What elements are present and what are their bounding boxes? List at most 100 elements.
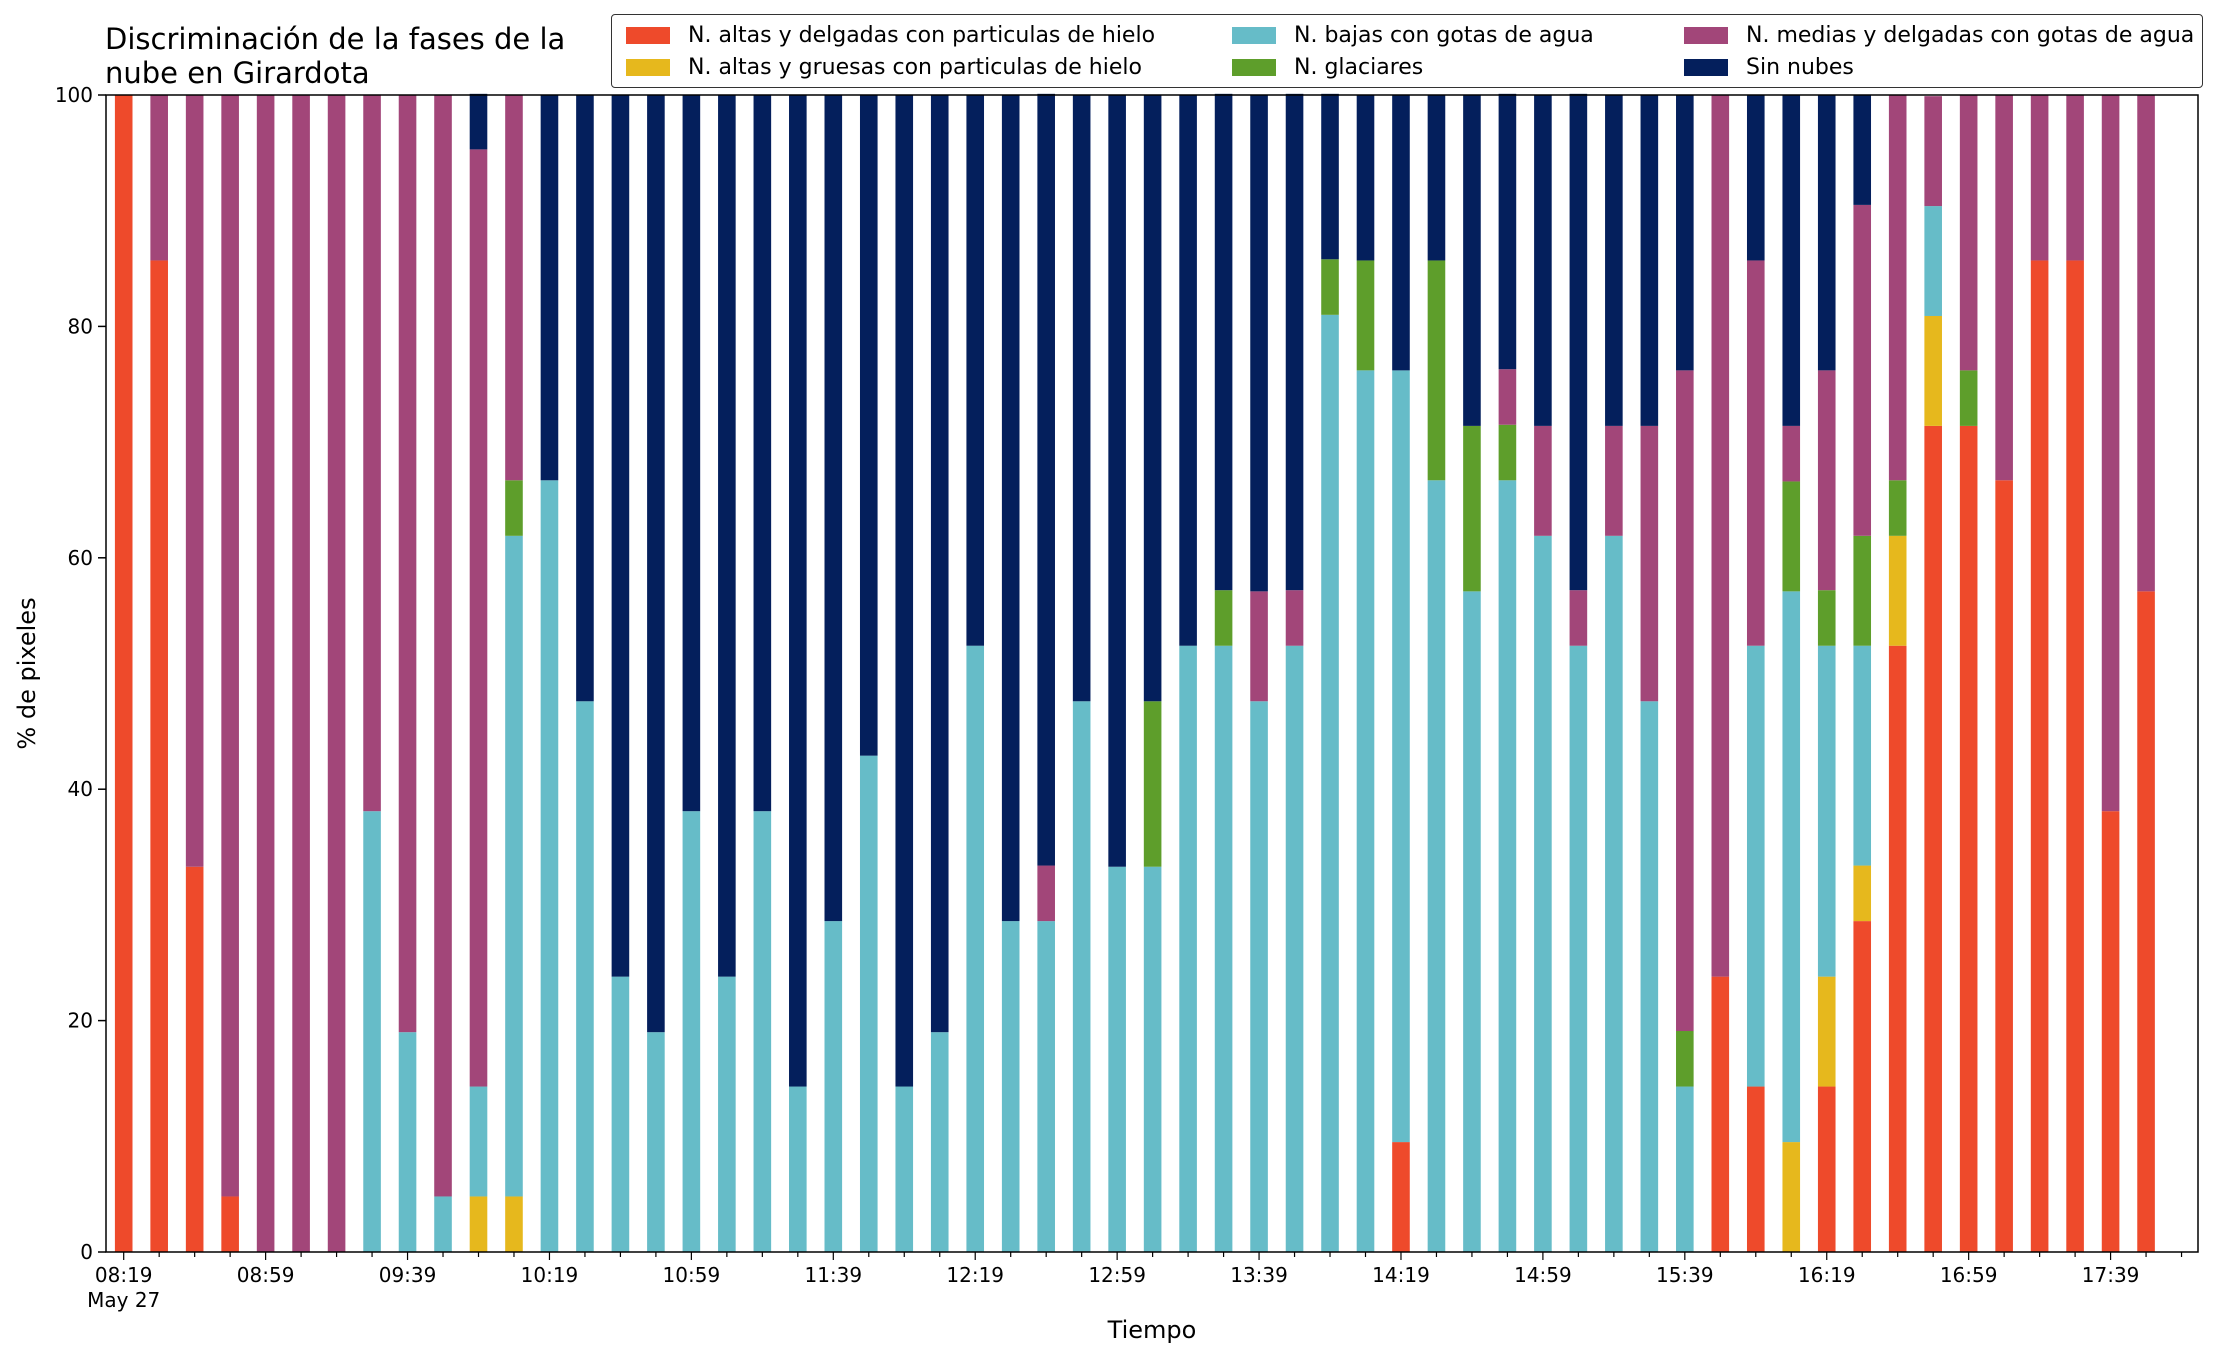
bar-segment — [1427, 480, 1446, 1252]
legend-item-altas-gruesas: N. altas y gruesas con particulas de hie… — [626, 53, 1142, 81]
bar-segment — [1463, 95, 1481, 426]
bar-segment — [1498, 369, 1517, 425]
bar-segment — [1001, 95, 1020, 922]
bar-segment — [1356, 260, 1375, 371]
bar-segment — [1888, 480, 1907, 536]
bar-segment — [611, 976, 630, 1252]
x-tick-label: 14:59 — [1514, 1263, 1572, 1287]
x-tick-sublabel: May 27 — [87, 1288, 160, 1312]
bar-segment — [647, 1032, 665, 1252]
y-axis-label: % de pixeles — [13, 597, 41, 749]
bar-segment — [1924, 96, 1942, 207]
bar-segment — [469, 1196, 488, 1252]
bar-segment — [469, 149, 488, 1087]
bar-segment — [1853, 865, 1872, 922]
chart-title-line-1: Discriminación de la fases de la — [105, 22, 566, 56]
bar-segment — [1569, 645, 1588, 1252]
bar-segment — [256, 95, 275, 1252]
bar-segment — [1782, 1142, 1801, 1252]
bar-segment — [1179, 95, 1197, 646]
bar-segment — [1888, 95, 1907, 481]
bar-segment — [576, 701, 594, 1252]
chart-title: Discriminación de la fases de la nube en… — [105, 22, 565, 90]
y-tick-label: 20 — [68, 1009, 93, 1033]
x-axis: 08:19 08:59 09:39 10:19 10:59 11:39 12:19 12:59… — [87, 1252, 2183, 1312]
legend-label: N. altas y delgadas con particulas de hi… — [688, 22, 1156, 48]
bar-segment — [1108, 95, 1126, 867]
legend-swatch — [1232, 58, 1276, 76]
plot-frame — [105, 94, 2199, 1253]
bar-segment — [150, 95, 168, 261]
bar-segment — [1605, 95, 1623, 426]
bar-segment — [1817, 1086, 1836, 1252]
bar-segment — [824, 95, 843, 922]
bar-segment — [647, 95, 665, 1033]
bar-segment — [1853, 921, 1872, 1252]
bar-segment — [1214, 590, 1233, 646]
bar-segment — [753, 95, 772, 812]
x-tick-label: 09:39 — [379, 1263, 437, 1287]
bar-segment — [1250, 95, 1268, 592]
bar-segment — [1498, 480, 1517, 1252]
x-tick-label: 17:39 — [2082, 1263, 2140, 1287]
bar-segment — [1321, 259, 1339, 315]
bar-segment — [1959, 425, 1978, 1252]
x-tick-label: 10:19 — [521, 1263, 579, 1287]
legend-item-medias: N. medias y delgadas con gotas de agua — [1684, 21, 2194, 49]
bar-segment — [1534, 535, 1552, 1252]
legend-swatch — [626, 26, 670, 44]
bar-segment — [1392, 95, 1410, 371]
bar-segment — [1072, 701, 1091, 1252]
x-tick-label: 08:59 — [237, 1263, 295, 1287]
legend-item-sin-nubes: Sin nubes — [1684, 53, 1854, 81]
bar-segment — [1676, 370, 1694, 1032]
bar-segment — [1392, 1142, 1410, 1252]
bar-segment — [363, 95, 381, 812]
bar-segment — [540, 95, 559, 481]
bar-segment — [1817, 370, 1836, 591]
bar-segment — [1853, 535, 1872, 646]
bar-segment — [1250, 701, 1268, 1252]
bar-segment — [2137, 591, 2155, 1252]
x-tick-label: 11:39 — [804, 1263, 862, 1287]
x-axis-label: Tiempo — [1107, 1316, 1197, 1344]
bar-segment — [1817, 645, 1836, 977]
bar-segment — [1356, 370, 1375, 1252]
bars-layer — [114, 93, 2155, 1253]
bar-segment — [1569, 590, 1588, 646]
x-tick-label: 10:59 — [663, 1263, 721, 1287]
bar-segment — [1392, 370, 1410, 1143]
bar-segment — [1995, 95, 2013, 481]
bar-segment — [221, 95, 239, 1197]
bar-segment — [2066, 95, 2084, 261]
bar-segment — [221, 1196, 239, 1252]
bar-segment — [1179, 645, 1197, 1252]
bar-segment — [1640, 95, 1659, 426]
bar-segment — [930, 1032, 949, 1252]
bar-segment — [398, 1032, 417, 1252]
legend: N. altas y delgadas con particulas de hi… — [611, 14, 2203, 88]
legend-label: Sin nubes — [1746, 54, 1854, 80]
bar-segment — [718, 95, 736, 977]
bar-segment — [1569, 93, 1588, 591]
bar-segment — [1640, 701, 1659, 1252]
bar-segment — [1605, 425, 1623, 536]
bar-segment — [505, 535, 523, 1197]
bar-segment — [1001, 921, 1020, 1252]
y-axis: 0 20 40 60 80 100 — [55, 83, 106, 1264]
bar-segment — [363, 811, 381, 1252]
bar-segment — [185, 866, 204, 1252]
bar-segment — [1924, 425, 1942, 1252]
bar-segment — [1605, 535, 1623, 1252]
bar-segment — [611, 95, 630, 977]
bar-segment — [1711, 95, 1730, 977]
legend-item-glaciares: N. glaciares — [1232, 53, 1423, 81]
bar-segment — [824, 921, 843, 1252]
legend-label: N. glaciares — [1294, 54, 1424, 80]
bar-segment — [895, 1086, 914, 1252]
bar-segment — [1037, 865, 1055, 922]
bar-segment — [1463, 425, 1481, 592]
legend-label: N. medias y delgadas con gotas de agua — [1746, 22, 2195, 48]
bar-segment — [2066, 260, 2084, 1252]
